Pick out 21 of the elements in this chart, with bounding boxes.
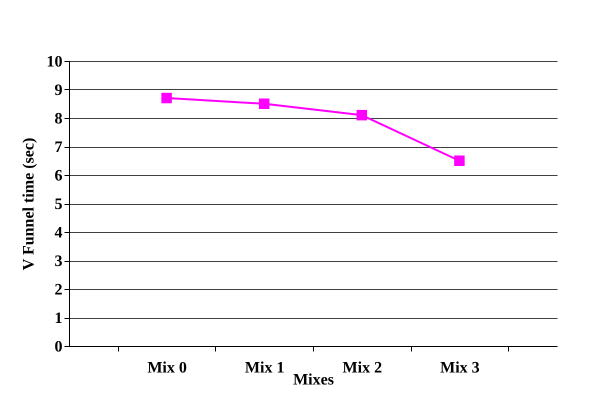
y-tick-label: 6 <box>54 168 62 184</box>
point <box>454 156 465 166</box>
y-tick-label: 8 <box>54 110 62 128</box>
y-axis-title: V Funnel time (sec) <box>20 138 38 270</box>
point <box>161 92 172 104</box>
x-tick-label: Mix 2 <box>342 360 382 376</box>
x-tick-label: Mix 0 <box>147 360 187 376</box>
y-tick-label: 4 <box>54 224 62 242</box>
point <box>258 98 270 109</box>
y-tick-label: 2 <box>54 282 62 298</box>
x-axis-title: Mixes <box>293 372 334 388</box>
y-tick-label: 7 <box>54 139 62 156</box>
x-tick-label: Mix 3 <box>440 360 480 376</box>
x-tick-label: Mix 1 <box>244 360 284 376</box>
y-tick-label: 3 <box>54 253 62 270</box>
y-tick-label: 1 <box>54 310 62 327</box>
y-tick-label: 9 <box>54 82 62 99</box>
point <box>356 110 368 120</box>
y-tick-label: 10 <box>46 54 62 70</box>
y-tick-label: 5 <box>54 196 62 213</box>
y-tick-label: 0 <box>54 338 62 356</box>
